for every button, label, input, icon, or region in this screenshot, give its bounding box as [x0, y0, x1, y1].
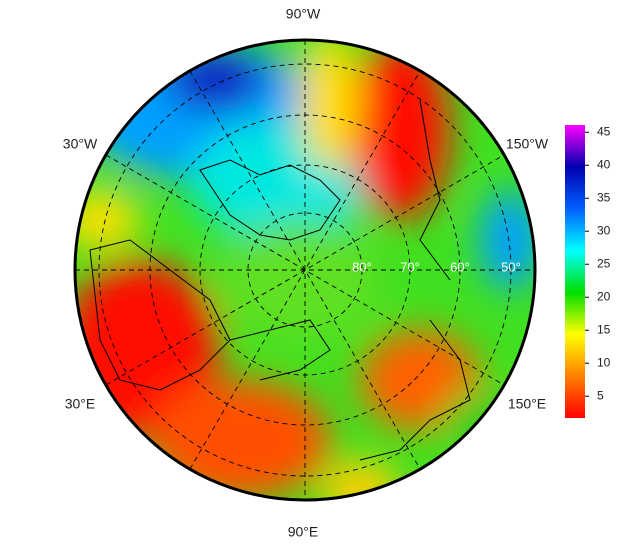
map-border: [73, 38, 537, 502]
graticule: [75, 40, 535, 500]
colorbar-tick-label: 30: [597, 223, 611, 237]
longitude-label: 30°W: [63, 136, 98, 152]
longitude-label: 90°W: [286, 6, 321, 22]
longitude-label: 90°E: [288, 524, 319, 540]
longitude-label: 150°W: [506, 136, 549, 152]
colorbar-tick-label: 45: [597, 124, 611, 138]
colorbar-tick-label: 35: [597, 190, 611, 204]
field: [75, 40, 535, 500]
latitude-label: 70°: [400, 259, 420, 274]
longitude-label: 30°E: [65, 396, 96, 412]
colorbar-tick-label: 10: [597, 355, 611, 369]
coastlines: [89, 99, 471, 461]
latitude-label: 60°: [450, 259, 470, 274]
colorbar-tick-label: 5: [597, 388, 604, 402]
colorbar-tick-label: 40: [597, 157, 611, 171]
latitude-label: 80°: [352, 259, 372, 274]
colorbar: [565, 125, 585, 418]
colorbar-tick-label: 15: [597, 322, 611, 336]
longitude-label: 150°E: [508, 396, 546, 412]
colorbar-tick-label: 20: [597, 289, 611, 303]
latitude-label: 50°: [501, 259, 521, 274]
colorbar-tick-label: 25: [597, 256, 611, 270]
